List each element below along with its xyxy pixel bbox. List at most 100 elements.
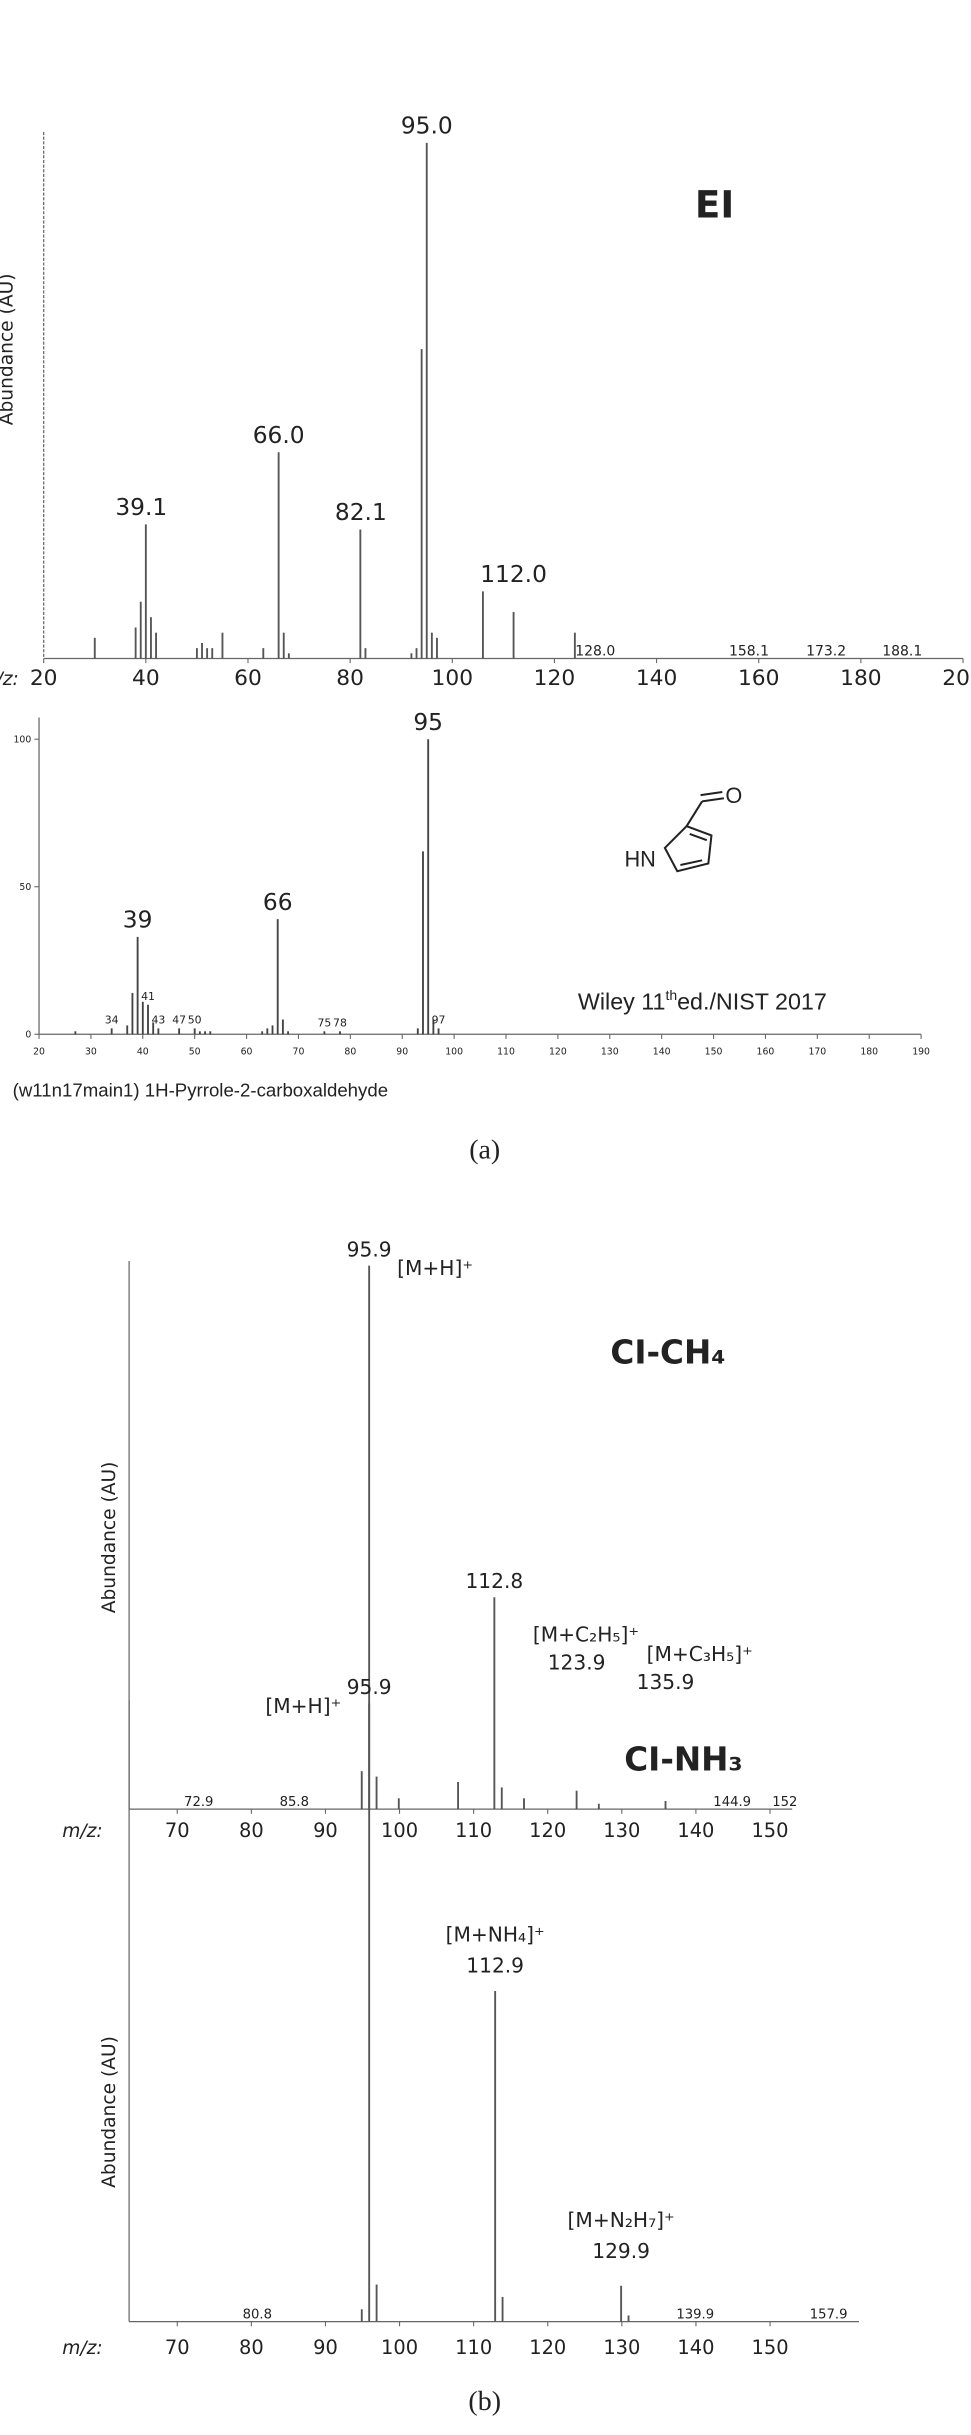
ion-label: [M+C₃H₅]⁺ bbox=[647, 1642, 753, 1666]
panel-label: (a) bbox=[469, 1134, 500, 1165]
x-tick-label: 30 bbox=[85, 1046, 97, 1057]
chart-title: CI-NH₃ bbox=[624, 1740, 742, 1778]
chart-title: EI bbox=[695, 182, 734, 226]
x-tick-label: 130 bbox=[601, 1046, 619, 1057]
x-tick-label: 110 bbox=[455, 1819, 492, 1842]
peak-label: 135.9 bbox=[637, 1670, 695, 1694]
minor-mass-label: 158.1 bbox=[729, 643, 769, 659]
x-tick-label: 180 bbox=[860, 1046, 878, 1057]
bond bbox=[689, 832, 708, 842]
minor-mass-label: 139.9 bbox=[676, 2308, 714, 2323]
x-tick-label: 110 bbox=[455, 2336, 492, 2359]
peak-label: 112.8 bbox=[465, 1569, 523, 1593]
chart-title: CI-CH₄ bbox=[610, 1333, 725, 1371]
source-part: Wiley 11 bbox=[578, 988, 666, 1014]
peak-label: 66.0 bbox=[253, 422, 305, 449]
x-tick-label: 40 bbox=[132, 666, 160, 691]
x-tick-label: 110 bbox=[497, 1046, 515, 1057]
minor-mass-label: 128.0 bbox=[575, 643, 615, 659]
peak-label: 95.9 bbox=[347, 1675, 392, 1699]
y-axis-label: Abundance (AU) bbox=[99, 2036, 120, 2188]
minor-peak-label: 97 bbox=[432, 1014, 446, 1027]
y-tick-label: 0 bbox=[25, 1029, 31, 1040]
x-tick-label: 50 bbox=[189, 1046, 201, 1057]
x-tick-label: 80 bbox=[239, 2336, 264, 2359]
x-tick-label: 80 bbox=[239, 1819, 264, 1842]
peak-label: 95.9 bbox=[347, 1237, 392, 1261]
x-tick-label: 140 bbox=[677, 2336, 714, 2359]
x-tick-label: 100 bbox=[381, 2336, 418, 2359]
ring bbox=[663, 824, 713, 873]
bond bbox=[700, 790, 723, 797]
x-tick-label: 40 bbox=[137, 1046, 149, 1057]
x-tick-label: 90 bbox=[313, 1819, 338, 1842]
atom-label: HN bbox=[624, 847, 655, 872]
x-tick-label: 100 bbox=[432, 666, 473, 691]
minor-mass-label: 80.8 bbox=[243, 2308, 272, 2323]
x-tick-label: 100 bbox=[445, 1046, 463, 1057]
ion-label: [M+H]⁺ bbox=[397, 1256, 473, 1280]
atom-label: O bbox=[725, 783, 742, 808]
minor-peak-label: 50 bbox=[188, 1014, 202, 1027]
peak-label: 112.9 bbox=[466, 1953, 524, 1977]
peak-label: 39 bbox=[123, 907, 153, 934]
ion-label: [M+H]⁺ bbox=[265, 1694, 341, 1718]
x-tick-label: 60 bbox=[234, 666, 262, 691]
peak-label: 129.9 bbox=[592, 2239, 650, 2263]
x-tick-label: 200 bbox=[942, 666, 971, 691]
x-tick-label: 120 bbox=[534, 666, 575, 691]
peak-label: 95 bbox=[413, 709, 443, 736]
x-tick-label: 60 bbox=[241, 1046, 253, 1057]
x-tick-label: 100 bbox=[381, 1819, 418, 1842]
ion-label: [M+N₂H₇]⁺ bbox=[568, 2208, 675, 2232]
minor-mass-label: 85.8 bbox=[280, 1795, 309, 1810]
x-tick-label: 90 bbox=[396, 1046, 408, 1057]
panel-label: (b) bbox=[468, 2386, 501, 2417]
minor-mass-label: 152 bbox=[772, 1795, 797, 1810]
structure bbox=[663, 790, 725, 873]
minor-peak-label: 78 bbox=[333, 1017, 347, 1030]
x-tick-label: 150 bbox=[751, 1819, 788, 1842]
x-tick-label: 140 bbox=[677, 1819, 714, 1842]
x-tick-label: 150 bbox=[752, 2336, 789, 2359]
peak-label: 95.0 bbox=[401, 113, 453, 140]
source-part: ed./NIST 2017 bbox=[677, 988, 827, 1014]
minor-peak-label: 43 bbox=[151, 1014, 165, 1027]
x-tick-label: 130 bbox=[603, 1819, 640, 1842]
ion-label: [M+NH₄]⁺ bbox=[446, 1922, 545, 1946]
x-tick-label: 170 bbox=[808, 1046, 826, 1057]
peak-label: 112.0 bbox=[480, 561, 547, 588]
y-axis-label: Abundance (AU) bbox=[99, 1462, 120, 1614]
x-tick-label: 70 bbox=[165, 1819, 190, 1842]
x-axis-label: m/z: bbox=[62, 1821, 102, 1842]
minor-peak-label: 47 bbox=[172, 1014, 186, 1027]
minor-mass-label: 188.1 bbox=[882, 643, 922, 659]
bond bbox=[685, 800, 703, 827]
x-axis-label: m/z: bbox=[62, 2338, 102, 2359]
ion-label: [M+C₂H₅]⁺ bbox=[533, 1623, 639, 1647]
x-tick-label: 80 bbox=[336, 666, 364, 691]
x-tick-label: 80 bbox=[344, 1046, 356, 1057]
minor-mass-label: 157.9 bbox=[810, 2308, 848, 2323]
x-tick-label: 180 bbox=[840, 666, 881, 691]
peak-label: 82.1 bbox=[335, 499, 387, 526]
peak-label: 39.1 bbox=[115, 494, 167, 521]
bond bbox=[701, 797, 725, 803]
x-tick-label: 160 bbox=[757, 1046, 775, 1057]
x-tick-label: 140 bbox=[636, 666, 677, 691]
x-tick-label: 190 bbox=[912, 1046, 930, 1057]
library-compound: (w11n17main1) 1H-Pyrrole-2-carboxaldehyd… bbox=[13, 1079, 388, 1100]
x-tick-label: 160 bbox=[738, 666, 779, 691]
x-tick-label: 20 bbox=[30, 666, 58, 691]
x-tick-label: 70 bbox=[293, 1046, 305, 1057]
x-tick-label: 150 bbox=[705, 1046, 723, 1057]
x-tick-label: 20 bbox=[33, 1046, 45, 1057]
minor-mass-label: 144.9 bbox=[713, 1795, 751, 1810]
x-tick-label: 70 bbox=[165, 2336, 190, 2359]
x-tick-label: 140 bbox=[653, 1046, 671, 1057]
x-tick-label: 120 bbox=[549, 1046, 567, 1057]
minor-mass-label: 72.9 bbox=[184, 1795, 213, 1810]
x-tick-label: 90 bbox=[313, 2336, 338, 2359]
